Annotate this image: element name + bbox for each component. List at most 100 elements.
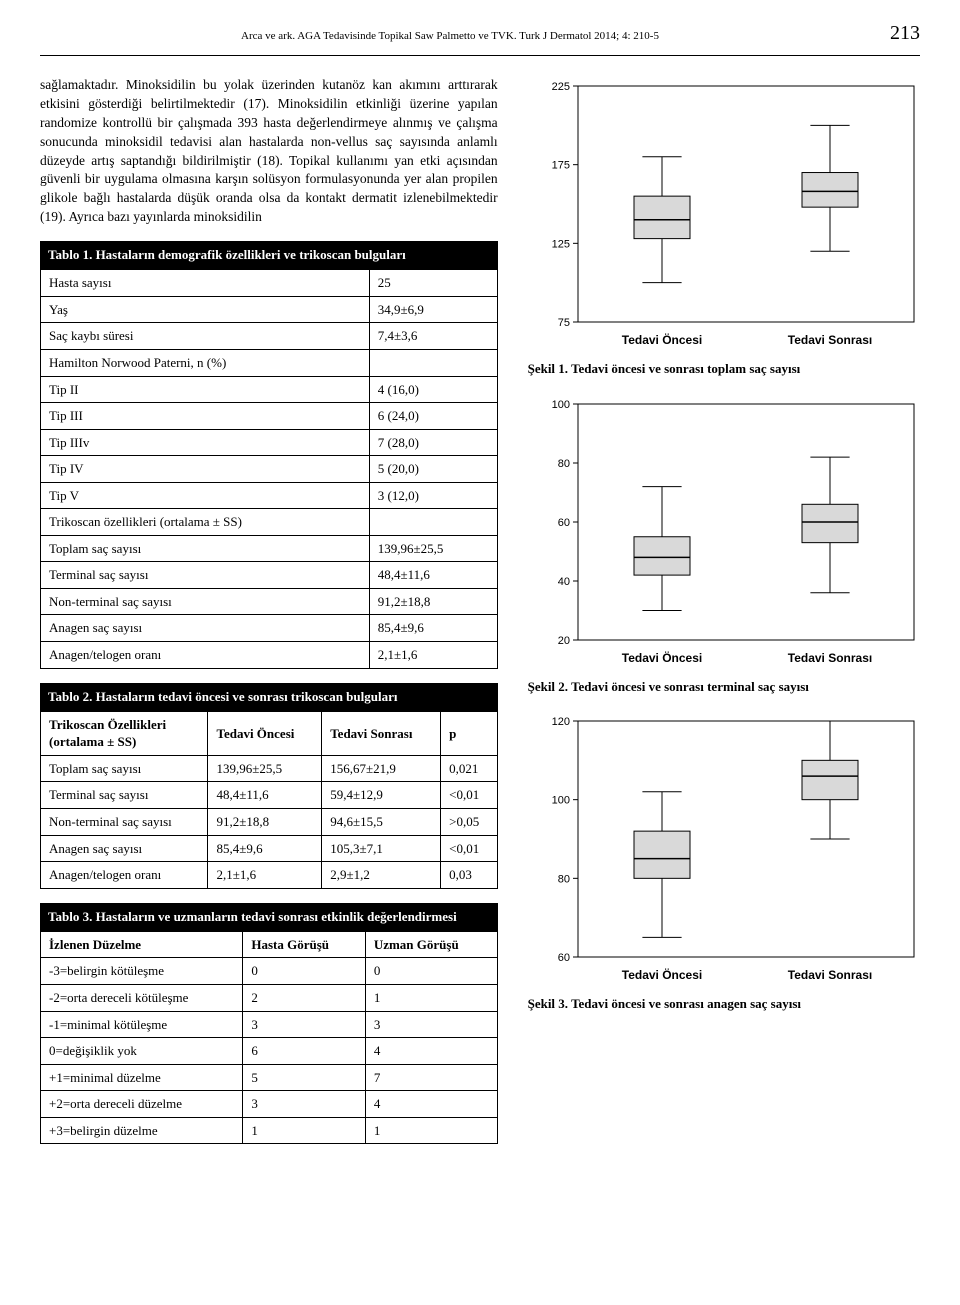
table-cell: +1=minimal düzelme [41, 1064, 243, 1091]
table-cell: 3 [365, 1011, 497, 1038]
table-cell: 5 (20,0) [369, 456, 497, 483]
table-cell: 4 (16,0) [369, 376, 497, 403]
table-cell: 5 [243, 1064, 365, 1091]
table-row: -2=orta dereceli kötüleşme21 [41, 985, 498, 1012]
table-cell: Terminal saç sayısı [41, 562, 370, 589]
table3: Tablo 3. Hastaların ve uzmanların tedavi… [40, 903, 498, 1145]
svg-text:175: 175 [551, 160, 569, 172]
table-row: Tip IV5 (20,0) [41, 456, 498, 483]
table-row: Trikoscan özellikleri (ortalama ± SS) [41, 509, 498, 536]
svg-text:Tedavi Sonrası: Tedavi Sonrası [787, 968, 871, 982]
table-row: Tip III6 (24,0) [41, 403, 498, 430]
table-row: Toplam saç sayısı139,96±25,5 [41, 535, 498, 562]
figure-2: 20406080100Tedavi ÖncesiTedavi Sonrası Ş… [528, 394, 928, 696]
table-row: Anagen saç sayısı85,4±9,6105,3±7,1<0,01 [41, 835, 498, 862]
table-row: Anagen saç sayısı85,4±9,6 [41, 615, 498, 642]
table-header-cell: Uzman Görüşü [365, 931, 497, 958]
table-row: Anagen/telogen oranı2,1±1,6 [41, 642, 498, 669]
table-cell: 156,67±21,9 [322, 755, 441, 782]
table-cell: 85,4±9,6 [369, 615, 497, 642]
svg-text:20: 20 [557, 635, 569, 647]
table-row: +3=belirgin düzelme11 [41, 1117, 498, 1144]
table-cell: Toplam saç sayısı [41, 755, 208, 782]
table-cell: 1 [365, 1117, 497, 1144]
table-cell: 4 [365, 1091, 497, 1118]
table-cell: 6 (24,0) [369, 403, 497, 430]
table-header-cell: Hasta Görüşü [243, 931, 365, 958]
page-number: 213 [890, 20, 920, 47]
table-cell: 34,9±6,9 [369, 296, 497, 323]
table-row: +2=orta dereceli düzelme34 [41, 1091, 498, 1118]
table-row: Yaş34,9±6,9 [41, 296, 498, 323]
figure-1-chart: 75125175225Tedavi ÖncesiTedavi Sonrası [528, 76, 928, 356]
table-cell: -2=orta dereceli kötüleşme [41, 985, 243, 1012]
table-row: Anagen/telogen oranı2,1±1,62,9±1,20,03 [41, 862, 498, 889]
table-cell: +2=orta dereceli düzelme [41, 1091, 243, 1118]
table-cell: 48,4±11,6 [208, 782, 322, 809]
table-cell: Tip V [41, 482, 370, 509]
table-row: Terminal saç sayısı48,4±11,659,4±12,9<0,… [41, 782, 498, 809]
table-cell: -3=belirgin kötüleşme [41, 958, 243, 985]
figure-1-caption: Şekil 1. Tedavi öncesi ve sonrası toplam… [528, 360, 928, 378]
table-cell: 94,6±15,5 [322, 809, 441, 836]
table2: Tablo 2. Hastaların tedavi öncesi ve son… [40, 683, 498, 889]
running-header: Arca ve ark. AGA Tedavisinde Topikal Saw… [40, 20, 920, 47]
table-cell: 0 [365, 958, 497, 985]
table-row: Tip II4 (16,0) [41, 376, 498, 403]
table-row: Toplam saç sayısı139,96±25,5156,67±21,90… [41, 755, 498, 782]
svg-text:60: 60 [557, 952, 569, 964]
svg-text:125: 125 [551, 238, 569, 250]
header-rule [40, 55, 920, 56]
table2-body: Trikoscan Özellikleri(ortalama ± SS)Teda… [40, 711, 498, 889]
table-cell: 0 [243, 958, 365, 985]
table-row: Non-terminal saç sayısı91,2±18,8 [41, 588, 498, 615]
table-cell: 7 (28,0) [369, 429, 497, 456]
table-row: -1=minimal kötüleşme33 [41, 1011, 498, 1038]
table-row: Saç kaybı süresi7,4±3,6 [41, 323, 498, 350]
svg-text:Tedavi Öncesi: Tedavi Öncesi [621, 332, 701, 347]
svg-text:80: 80 [557, 458, 569, 470]
table-cell: 2 [243, 985, 365, 1012]
body-paragraph: sağlamaktadır. Minoksidilin bu yolak üze… [40, 76, 498, 227]
svg-text:100: 100 [551, 399, 569, 411]
svg-text:Tedavi Sonrası: Tedavi Sonrası [787, 333, 871, 347]
table-row: Hasta sayısı25 [41, 270, 498, 297]
figure-1: 75125175225Tedavi ÖncesiTedavi Sonrası Ş… [528, 76, 928, 378]
table-cell: Non-terminal saç sayısı [41, 809, 208, 836]
table-row: Terminal saç sayısı48,4±11,6 [41, 562, 498, 589]
table-cell: Tip IV [41, 456, 370, 483]
table-row: +1=minimal düzelme57 [41, 1064, 498, 1091]
table-header-cell: Tedavi Sonrası [322, 711, 441, 755]
table-cell: 139,96±25,5 [369, 535, 497, 562]
svg-text:40: 40 [557, 576, 569, 588]
table-cell: 0,021 [441, 755, 497, 782]
table-cell [369, 350, 497, 377]
table-cell: 91,2±18,8 [208, 809, 322, 836]
table-cell: 0,03 [441, 862, 497, 889]
table-cell: 6 [243, 1038, 365, 1065]
table-cell: Saç kaybı süresi [41, 323, 370, 350]
table-cell: 3 [243, 1091, 365, 1118]
table3-title: Tablo 3. Hastaların ve uzmanların tedavi… [40, 903, 498, 931]
table-cell: 0=değişiklik yok [41, 1038, 243, 1065]
table-cell: <0,01 [441, 835, 497, 862]
table-cell: 3 [243, 1011, 365, 1038]
figure-2-caption: Şekil 2. Tedavi öncesi ve sonrası termin… [528, 678, 928, 696]
table-row: Trikoscan Özellikleri(ortalama ± SS)Teda… [41, 711, 498, 755]
table-cell: -1=minimal kötüleşme [41, 1011, 243, 1038]
table-cell: 59,4±12,9 [322, 782, 441, 809]
table-cell: 3 (12,0) [369, 482, 497, 509]
table-header-cell: Trikoscan Özellikleri(ortalama ± SS) [41, 711, 208, 755]
table-cell: 7,4±3,6 [369, 323, 497, 350]
table-cell [369, 509, 497, 536]
table-row: 0=değişiklik yok64 [41, 1038, 498, 1065]
table-cell: >0,05 [441, 809, 497, 836]
table-cell: 139,96±25,5 [208, 755, 322, 782]
table-cell: Tip IIIv [41, 429, 370, 456]
figure-2-chart: 20406080100Tedavi ÖncesiTedavi Sonrası [528, 394, 928, 674]
table-header-cell: Tedavi Öncesi [208, 711, 322, 755]
table-row: Tip V3 (12,0) [41, 482, 498, 509]
table-header-cell: İzlenen Düzelme [41, 931, 243, 958]
table-cell: 1 [365, 985, 497, 1012]
table-header-cell: p [441, 711, 497, 755]
